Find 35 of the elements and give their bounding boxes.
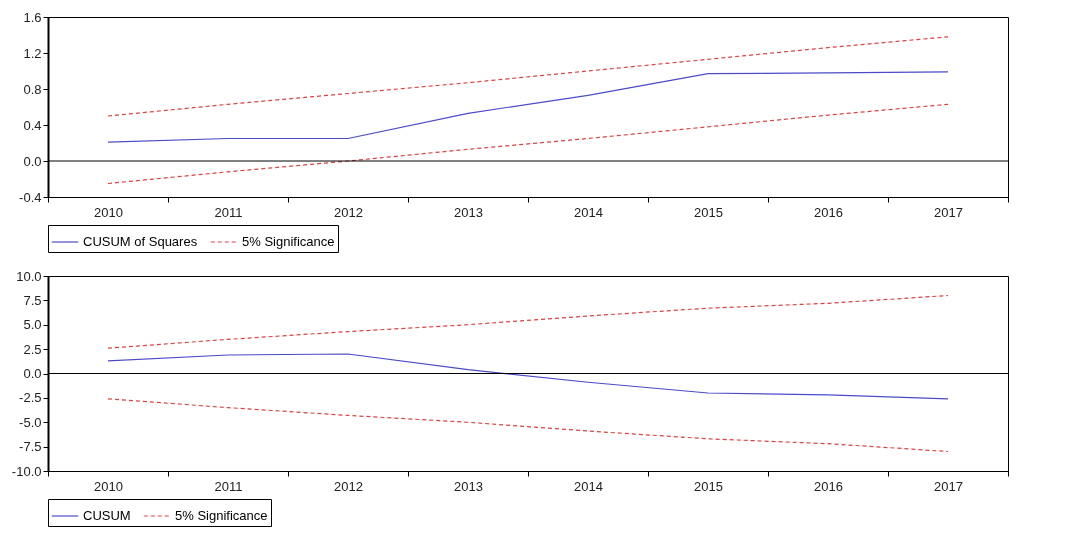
x-tick-label: 2015 <box>694 478 723 494</box>
x-tick-label: 2013 <box>454 204 483 220</box>
y-tick-label: 0.0 <box>23 153 42 169</box>
y-tick-label: 0.8 <box>23 81 42 97</box>
x-tick-label: 2014 <box>574 478 603 494</box>
y-tick-label: -2.5 <box>19 390 42 406</box>
legend-label: CUSUM <box>83 508 131 523</box>
y-tick-label: 1.2 <box>23 45 42 61</box>
y-tick-label: -5.0 <box>19 414 42 430</box>
y-tick-label: 1.6 <box>23 9 42 25</box>
y-tick-label: -0.4 <box>19 189 42 205</box>
y-tick-label: 7.5 <box>23 292 42 308</box>
y-tick-label: 0.0 <box>23 366 42 381</box>
x-tick-label: 2011 <box>214 204 243 220</box>
x-tick-label: 2017 <box>934 478 963 494</box>
x-tick-label: 2014 <box>574 204 603 220</box>
legend-label: CUSUM of Squares <box>83 234 198 249</box>
y-tick-label: -7.5 <box>19 439 42 455</box>
y-tick-label: 0.4 <box>23 117 42 133</box>
legend-label: 5% Significance <box>242 234 335 249</box>
y-tick-label: 10.0 <box>16 268 42 284</box>
x-tick-label: 2010 <box>94 204 123 220</box>
x-tick-label: 2016 <box>814 204 843 220</box>
x-tick-label: 2011 <box>214 478 243 494</box>
x-tick-label: 2012 <box>334 204 363 220</box>
x-tick-label: 2017 <box>934 204 963 220</box>
x-tick-label: 2016 <box>814 478 843 494</box>
x-tick-label: 2015 <box>694 204 723 220</box>
y-tick-label: 5.0 <box>23 317 42 333</box>
x-tick-label: 2012 <box>334 478 363 494</box>
y-tick-label: -10.0 <box>11 463 42 479</box>
x-tick-label: 2010 <box>94 478 123 494</box>
legend-label: 5% Significance <box>175 508 268 523</box>
x-tick-label: 2013 <box>454 478 483 494</box>
y-tick-label: 2.5 <box>23 341 42 357</box>
